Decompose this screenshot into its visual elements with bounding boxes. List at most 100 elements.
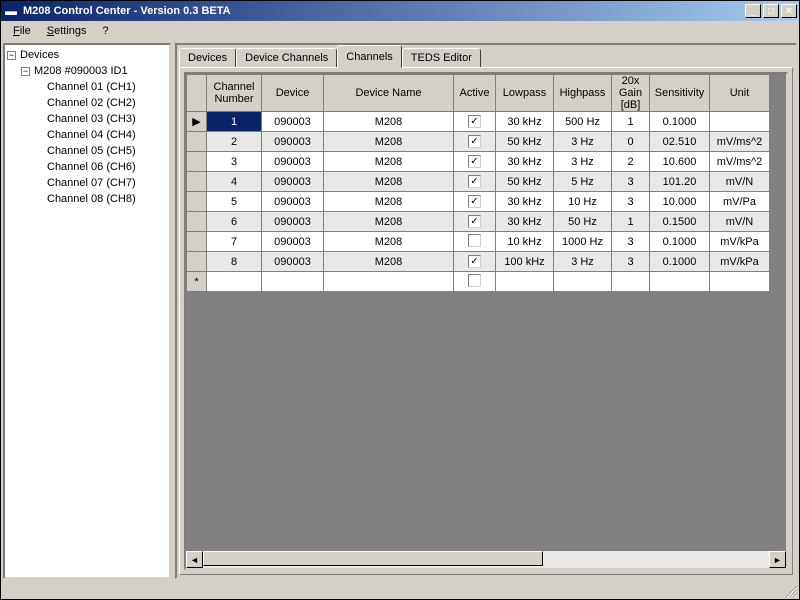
cell-highpass[interactable]: 3 Hz — [554, 152, 612, 172]
cell-device-name[interactable]: M208 — [324, 232, 454, 252]
resize-grip[interactable] — [783, 583, 797, 597]
cell-device-name[interactable]: M208 — [324, 192, 454, 212]
cell-gain[interactable]: 1 — [612, 212, 650, 232]
cell-sensitivity[interactable]: 0.1000 — [650, 232, 710, 252]
column-header[interactable]: Lowpass — [496, 75, 554, 112]
cell-highpass[interactable]: 50 Hz — [554, 212, 612, 232]
column-header[interactable]: Device — [262, 75, 324, 112]
cell-lowpass[interactable]: 30 kHz — [496, 112, 554, 132]
tree-channel[interactable]: Channel 04 (CH4) — [7, 127, 167, 143]
cell-unit[interactable] — [710, 112, 770, 132]
column-header[interactable]: 20xGain[dB] — [612, 75, 650, 112]
cell-highpass[interactable]: 500 Hz — [554, 112, 612, 132]
tree-channel[interactable]: Channel 01 (CH1) — [7, 79, 167, 95]
tab-devices[interactable]: Devices — [179, 48, 236, 67]
checkbox[interactable] — [468, 274, 481, 287]
cell-active[interactable]: ✓ — [454, 132, 496, 152]
cell-active[interactable]: ✓ — [454, 172, 496, 192]
tree-channel[interactable]: Channel 06 (CH6) — [7, 159, 167, 175]
row-header[interactable] — [187, 132, 207, 152]
tree-channel[interactable]: Channel 07 (CH7) — [7, 175, 167, 191]
titlebar[interactable]: ▬ M208 Control Center - Version 0.3 BETA… — [1, 1, 799, 21]
cell-sensitivity[interactable]: 02.510 — [650, 132, 710, 152]
row-header[interactable]: ▶ — [187, 112, 207, 132]
cell-unit[interactable]: mV/ms^2 — [710, 132, 770, 152]
cell-sensitivity[interactable]: 0.1000 — [650, 252, 710, 272]
tree-device[interactable]: −M208 #090003 ID1 — [7, 63, 167, 79]
table-row[interactable]: 3090003M208✓30 kHz3 Hz210.600mV/ms^2 — [187, 152, 770, 172]
cell-device-name[interactable]: M208 — [324, 152, 454, 172]
cell-sensitivity[interactable]: 101.20 — [650, 172, 710, 192]
horizontal-scrollbar[interactable]: ◄ ► — [186, 551, 786, 568]
collapse-icon[interactable]: − — [7, 51, 16, 60]
column-header[interactable]: Active — [454, 75, 496, 112]
cell-sensitivity[interactable]: 10.600 — [650, 152, 710, 172]
cell-device-name[interactable]: M208 — [324, 132, 454, 152]
device-tree[interactable]: −Devices −M208 #090003 ID1 Channel 01 (C… — [3, 43, 171, 579]
cell-unit[interactable]: mV/kPa — [710, 252, 770, 272]
cell-device[interactable]: 090003 — [262, 192, 324, 212]
row-header[interactable] — [187, 152, 207, 172]
table-row[interactable]: 7090003M20810 kHz1000 Hz30.1000mV/kPa — [187, 232, 770, 252]
cell-gain[interactable]: 0 — [612, 132, 650, 152]
cell-unit[interactable]: mV/Pa — [710, 192, 770, 212]
table-row[interactable]: 4090003M208✓50 kHz5 Hz3101.20mV/N — [187, 172, 770, 192]
cell-device[interactable]: 090003 — [262, 112, 324, 132]
cell-device-name[interactable]: M208 — [324, 112, 454, 132]
cell-gain[interactable]: 3 — [612, 252, 650, 272]
tab-device-channels[interactable]: Device Channels — [236, 48, 337, 67]
tree-channel[interactable]: Channel 05 (CH5) — [7, 143, 167, 159]
row-header[interactable] — [187, 212, 207, 232]
cell-channel-number[interactable]: 6 — [207, 212, 262, 232]
cell-unit[interactable]: mV/N — [710, 212, 770, 232]
checkbox[interactable]: ✓ — [468, 175, 481, 188]
cell-active[interactable]: ✓ — [454, 192, 496, 212]
checkbox[interactable] — [468, 234, 481, 247]
cell-device-name[interactable]: M208 — [324, 212, 454, 232]
menu-help[interactable]: ? — [95, 23, 117, 39]
row-header[interactable] — [187, 232, 207, 252]
cell-highpass[interactable]: 1000 Hz — [554, 232, 612, 252]
cell-highpass[interactable]: 10 Hz — [554, 192, 612, 212]
cell-gain[interactable]: 1 — [612, 112, 650, 132]
table-new-row[interactable]: * — [187, 272, 770, 292]
row-header[interactable] — [187, 192, 207, 212]
column-header[interactable]: Highpass — [554, 75, 612, 112]
cell-lowpass[interactable]: 30 kHz — [496, 152, 554, 172]
checkbox[interactable]: ✓ — [468, 115, 481, 128]
checkbox[interactable]: ✓ — [468, 255, 481, 268]
cell-unit[interactable]: mV/ms^2 — [710, 152, 770, 172]
table-row[interactable]: ▶1090003M208✓30 kHz500 Hz10.1000 — [187, 112, 770, 132]
row-header[interactable] — [187, 172, 207, 192]
scroll-track[interactable] — [203, 551, 769, 568]
tree-root[interactable]: −Devices — [7, 47, 167, 63]
tab-teds-editor[interactable]: TEDS Editor — [402, 48, 481, 67]
tree-channel[interactable]: Channel 03 (CH3) — [7, 111, 167, 127]
menu-file[interactable]: File — [5, 23, 39, 39]
checkbox[interactable]: ✓ — [468, 195, 481, 208]
cell-gain[interactable]: 3 — [612, 232, 650, 252]
scroll-right-button[interactable]: ► — [769, 551, 786, 568]
cell-lowpass[interactable]: 100 kHz — [496, 252, 554, 272]
close-button[interactable]: ✕ — [781, 4, 797, 18]
cell-device-name[interactable]: M208 — [324, 252, 454, 272]
checkbox[interactable]: ✓ — [468, 215, 481, 228]
cell-unit[interactable]: mV/kPa — [710, 232, 770, 252]
minimize-button[interactable]: _ — [745, 4, 761, 18]
cell-device[interactable]: 090003 — [262, 212, 324, 232]
cell-channel-number[interactable]: 3 — [207, 152, 262, 172]
checkbox[interactable]: ✓ — [468, 155, 481, 168]
cell-gain[interactable]: 3 — [612, 192, 650, 212]
menu-settings[interactable]: Settings — [39, 23, 95, 39]
cell-active[interactable]: ✓ — [454, 152, 496, 172]
cell-channel-number[interactable]: 7 — [207, 232, 262, 252]
column-header[interactable] — [187, 75, 207, 112]
cell-lowpass[interactable]: 30 kHz — [496, 192, 554, 212]
cell-device-name[interactable]: M208 — [324, 172, 454, 192]
cell-active[interactable] — [454, 232, 496, 252]
cell-channel-number[interactable]: 8 — [207, 252, 262, 272]
tree-channel[interactable]: Channel 02 (CH2) — [7, 95, 167, 111]
row-header[interactable]: * — [187, 272, 207, 292]
column-header[interactable]: Device Name — [324, 75, 454, 112]
scroll-thumb[interactable] — [203, 551, 543, 566]
